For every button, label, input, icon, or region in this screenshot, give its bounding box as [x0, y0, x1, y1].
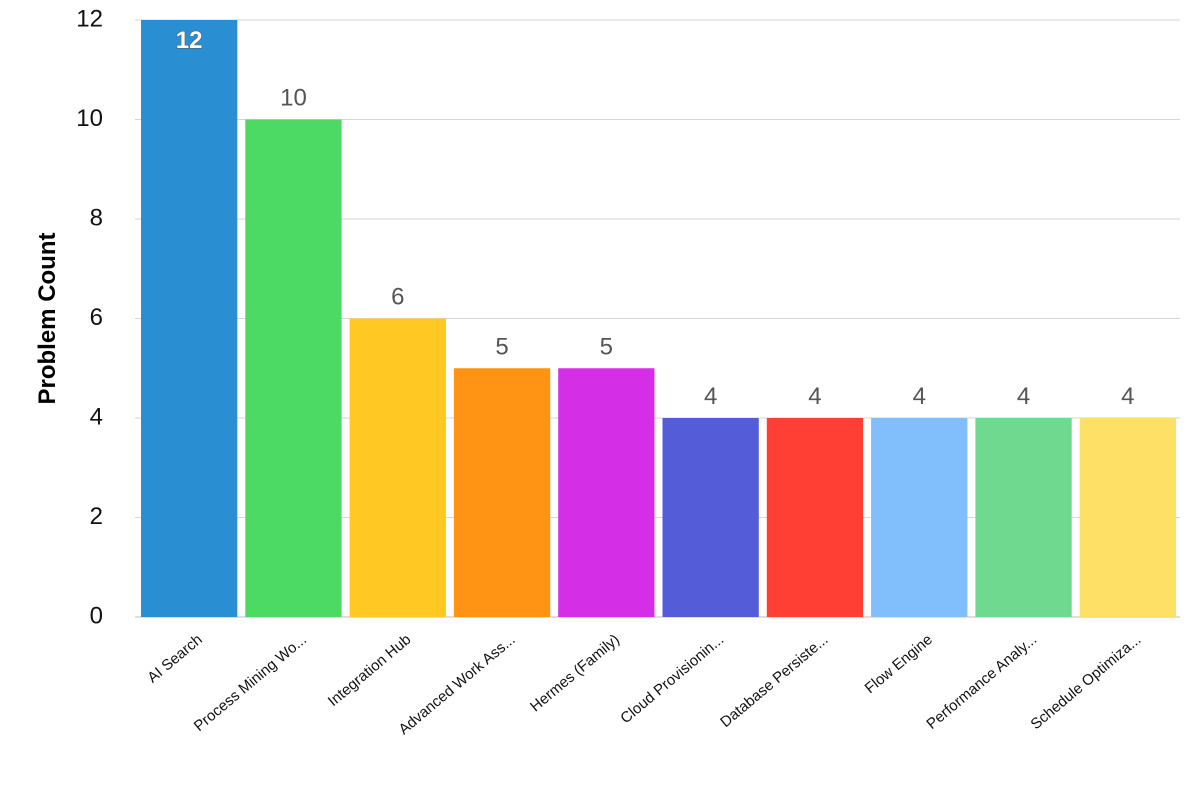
value-labels: 12 10 6 5 5 4 4 4 4 4: [175, 27, 1134, 411]
bar: [662, 418, 759, 617]
bar: [766, 418, 864, 617]
data-label: 4: [704, 383, 717, 410]
y-axis-label: Problem Count: [34, 232, 61, 404]
x-tick-label: Integration Hub: [325, 631, 415, 710]
bars: [141, 20, 1176, 617]
x-tick-label: Advanced Work Ass...: [395, 631, 518, 738]
data-label: 4: [1017, 383, 1030, 410]
data-label: 12: [176, 27, 203, 54]
y-tick-label: 10: [76, 105, 103, 132]
data-label: 5: [600, 333, 613, 360]
bar: [349, 318, 446, 617]
data-label: 6: [391, 284, 404, 311]
data-label: 4: [1121, 383, 1134, 410]
x-tick-label: Schedule Optimiza...: [1027, 631, 1144, 733]
data-label: 10: [280, 85, 307, 112]
x-tick-label: AI Search: [144, 631, 205, 686]
bar: [558, 368, 655, 617]
y-tick-label: 0: [90, 602, 103, 629]
y-axis-ticks: 0 2 4 6 8 10 12: [76, 5, 103, 629]
y-tick-label: 2: [90, 503, 103, 530]
bar: [975, 418, 1072, 617]
data-label: 4: [913, 383, 926, 410]
y-tick-label: 8: [90, 204, 103, 231]
bar: [141, 20, 238, 617]
y-tick-label: 4: [90, 403, 103, 430]
x-tick-label: Database Persiste...: [717, 631, 831, 731]
y-tick-label: 12: [76, 5, 103, 32]
y-tick-label: 6: [90, 304, 103, 331]
data-label: 5: [495, 333, 508, 360]
bar: [1079, 418, 1176, 617]
x-tick-label: Flow Engine: [862, 631, 936, 697]
bar: [245, 119, 342, 617]
x-tick-label: Cloud Provisionin...: [617, 631, 727, 727]
x-tick-label: Hermes (Family): [527, 631, 623, 715]
x-tick-label: Performance Analy...: [923, 631, 1040, 733]
data-label: 4: [808, 383, 821, 410]
bar: [871, 418, 968, 617]
x-tick-label: Process Mining Wo...: [191, 631, 310, 735]
bar: [453, 368, 551, 617]
